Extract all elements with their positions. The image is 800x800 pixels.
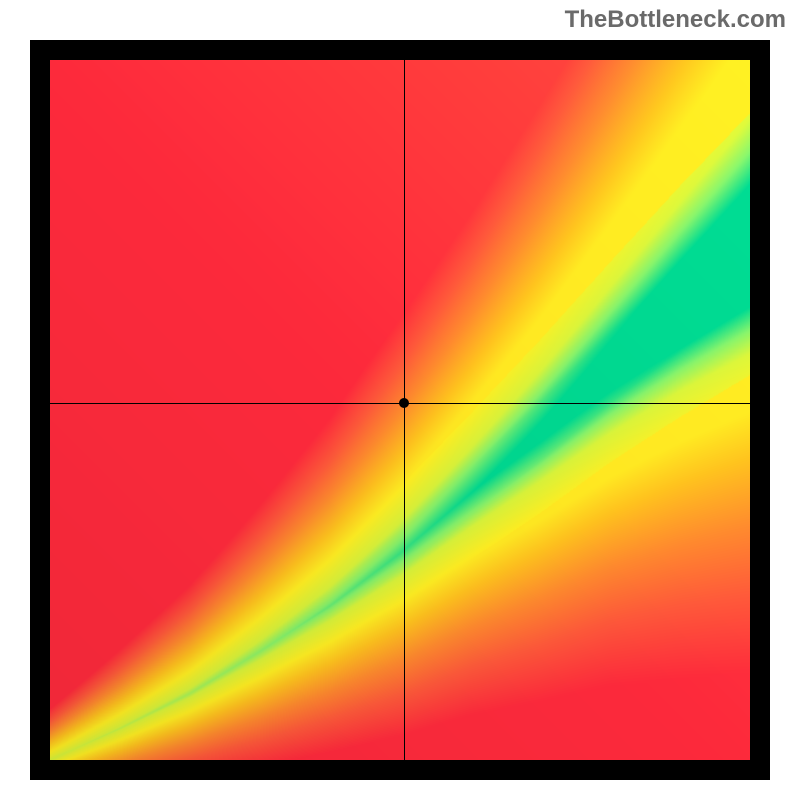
watermark-text: TheBottleneck.com — [565, 6, 786, 34]
heatmap-canvas — [50, 60, 750, 760]
crosshair-vertical — [404, 60, 405, 760]
crosshair-marker-dot — [399, 398, 409, 408]
plot-frame — [30, 40, 770, 780]
chart-container: TheBottleneck.com — [0, 0, 800, 800]
